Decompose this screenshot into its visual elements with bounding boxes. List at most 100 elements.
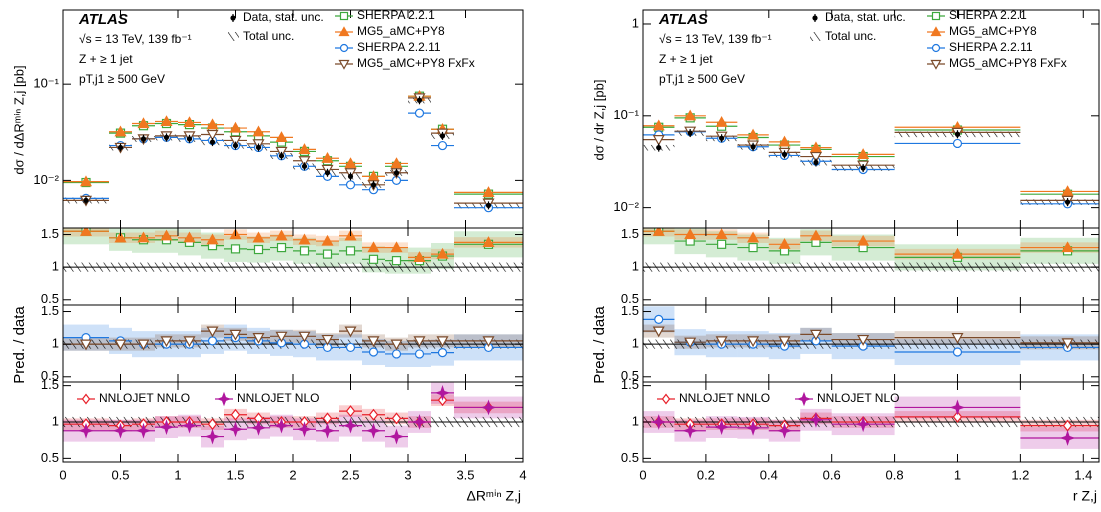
- data-dot: [83, 197, 89, 203]
- data-point: [301, 162, 308, 171]
- ratio-point: [63, 228, 109, 236]
- marker: [338, 59, 350, 70]
- ratio-point: [800, 329, 832, 341]
- data-dot: [301, 163, 308, 169]
- marker: [413, 336, 426, 348]
- marker: [809, 141, 822, 153]
- ratio-point: [705, 336, 738, 348]
- ratio-point: [454, 236, 523, 247]
- ratio-point: [385, 412, 408, 425]
- y-tick-label: 1: [52, 413, 59, 428]
- uncertainty-band: [63, 228, 109, 245]
- experiment-label: ATLAS: [658, 11, 708, 28]
- ratio-point: [385, 339, 408, 351]
- marker: [808, 411, 824, 428]
- y-tick-label: 1.5: [621, 226, 639, 241]
- marker: [183, 336, 196, 348]
- ratio-point: [831, 416, 895, 433]
- ratio-point: [316, 249, 339, 259]
- ratio-point: [894, 333, 1021, 344]
- ratio-point: [201, 336, 224, 346]
- ratio-point: [109, 231, 132, 243]
- marker: [652, 228, 665, 236]
- marker: [319, 422, 336, 439]
- marker: [338, 26, 350, 37]
- marker: [391, 349, 402, 359]
- marker: [661, 393, 671, 405]
- prediction-point: [316, 151, 339, 163]
- marker: [78, 422, 94, 439]
- marker: [952, 347, 963, 357]
- data-dot: [656, 145, 662, 151]
- y-tick-label: 1.5: [621, 303, 639, 318]
- x-tick-label: 0: [639, 467, 646, 482]
- marker: [652, 119, 665, 131]
- marker: [321, 334, 334, 346]
- panel: [63, 324, 523, 367]
- legend-label: SHERPA 2.2.11: [357, 40, 441, 54]
- legend-label: Total unc.: [243, 29, 294, 43]
- data-point: [656, 143, 662, 152]
- prediction-point: [831, 148, 895, 159]
- marker: [747, 128, 760, 140]
- marker: [230, 408, 241, 421]
- data-point: [186, 134, 193, 143]
- prediction-point: [178, 116, 201, 128]
- ratio-point: [247, 419, 270, 436]
- prediction-point: [224, 121, 247, 133]
- panel: [643, 228, 1099, 272]
- annotation: Z + ≥ 1 jet: [659, 52, 713, 66]
- marker: [1061, 241, 1074, 253]
- y-axis-label: dσ / dr Z,j [pb]: [591, 80, 606, 161]
- marker: [206, 326, 219, 338]
- ratio-point: [385, 241, 408, 253]
- data-point: [687, 128, 693, 137]
- data-point: [324, 168, 331, 177]
- data-dot: [954, 131, 961, 137]
- ratio-point: [339, 342, 362, 353]
- ratio-point: [224, 244, 247, 254]
- marker: [748, 242, 758, 253]
- ratio-point: [155, 419, 178, 435]
- marker: [114, 339, 127, 351]
- data-dot: [439, 133, 446, 139]
- marker: [857, 334, 870, 346]
- prediction-point: [674, 109, 706, 121]
- data-dot: [186, 136, 193, 142]
- marker: [181, 417, 198, 434]
- ratio-point: [408, 336, 431, 348]
- marker: [81, 393, 91, 405]
- marker: [368, 254, 379, 264]
- x-tick-label: 1: [174, 467, 181, 482]
- marker: [952, 138, 963, 149]
- marker: [207, 336, 218, 346]
- x-tick-label: 1.4: [1074, 467, 1092, 482]
- ratio-point: [178, 417, 201, 434]
- prediction-point: [201, 129, 224, 141]
- marker: [252, 333, 265, 344]
- y-tick-label: 0.5: [41, 291, 59, 306]
- marker: [390, 157, 403, 169]
- marker: [437, 140, 448, 151]
- marker: [747, 231, 760, 243]
- ratio-point: [339, 246, 362, 256]
- ratio-point: [431, 385, 454, 401]
- annotation: Z + ≥ 1 jet: [79, 52, 133, 66]
- panel: [63, 89, 523, 213]
- marker: [322, 249, 333, 259]
- legend-hatch: [228, 32, 239, 41]
- marker: [747, 336, 760, 348]
- y-tick-label: 1: [52, 336, 59, 351]
- marker: [252, 125, 265, 137]
- marker: [79, 175, 93, 187]
- marker: [855, 416, 872, 433]
- marker: [390, 339, 403, 351]
- ratio-point: [431, 348, 454, 358]
- marker: [367, 241, 380, 253]
- legend-label: SHERPA 2.2.11: [949, 40, 1033, 54]
- marker: [778, 336, 791, 348]
- marker: [339, 43, 349, 53]
- ratio-point: [831, 234, 895, 246]
- ratio-point: [454, 399, 523, 416]
